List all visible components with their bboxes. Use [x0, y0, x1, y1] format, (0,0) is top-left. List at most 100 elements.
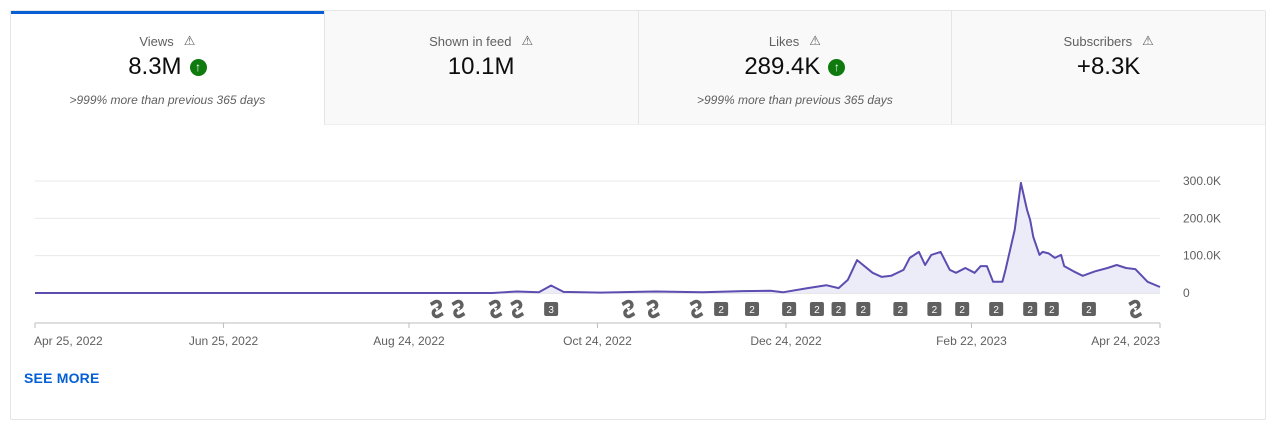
video-count-marker[interactable]: 2 [893, 302, 908, 316]
video-count-marker[interactable]: 2 [1044, 302, 1059, 316]
play-glyph [626, 307, 631, 312]
video-count-marker[interactable]: 2 [856, 302, 871, 316]
tab-value: 10.1M [447, 53, 515, 80]
shorts-glyph [488, 299, 503, 319]
marker-count: 3 [548, 305, 554, 316]
video-count-marker[interactable]: 2 [927, 302, 942, 316]
marker-badge [831, 302, 846, 316]
tab-value: 289.4K [744, 53, 821, 80]
tab-likes[interactable]: Likes ⚠ 289.4K ↑ >999% more than previous … [638, 11, 953, 125]
y-tick-label: 0 [1183, 286, 1190, 300]
shorts-icon[interactable] [509, 299, 526, 319]
marker-badge [856, 302, 871, 316]
marker-badge [1044, 302, 1059, 316]
tab-views[interactable]: Views ⚠ 8.3M ↑ >999% more than previous 36… [11, 11, 325, 125]
marker-count: 2 [814, 305, 820, 316]
play-glyph [651, 307, 655, 312]
marker-badge [893, 302, 908, 316]
tab-comparison: >999% more than previous 365 days [696, 93, 893, 107]
x-tick-label: Feb 22, 2023 [936, 334, 1007, 348]
warning-icon[interactable]: ⚠ [809, 33, 821, 48]
y-tick-label: 300.0K [1183, 174, 1221, 188]
marker-count: 2 [898, 305, 904, 316]
marker-badge [927, 302, 942, 316]
marker-count: 2 [749, 305, 755, 316]
marker-badge [1023, 302, 1038, 316]
marker-badge [714, 302, 729, 316]
x-tick-label: Aug 24, 2022 [373, 334, 445, 348]
shorts-icon[interactable] [645, 299, 662, 319]
shorts-glyph [1128, 299, 1143, 319]
x-tick-label: Oct 24, 2022 [563, 334, 632, 348]
video-count-marker[interactable]: 2 [831, 302, 846, 316]
warning-icon[interactable]: ⚠ [1142, 33, 1154, 48]
marker-count: 2 [959, 305, 965, 316]
video-count-marker[interactable]: 2 [745, 302, 760, 316]
video-count-marker[interactable]: 2 [714, 302, 729, 316]
play-glyph [694, 307, 699, 312]
marker-badge [544, 302, 559, 316]
shorts-icon[interactable] [620, 299, 637, 319]
tab-label: Shown in feed [429, 33, 512, 49]
video-count-marker[interactable]: 2 [1081, 302, 1096, 316]
trend-up-icon: ↑ [189, 58, 207, 76]
shorts-glyph [689, 299, 704, 319]
tab-comparison: >999% more than previous 365 days [69, 93, 266, 107]
play-glyph [493, 307, 498, 312]
marker-badge [745, 302, 760, 316]
shorts-glyph [621, 299, 636, 319]
tab-label: Views [139, 33, 174, 49]
video-count-marker[interactable]: 2 [782, 302, 797, 316]
shorts-icon[interactable] [1127, 299, 1144, 319]
video-count-marker[interactable]: 3 [544, 302, 559, 316]
tab-value: +8.3K [1076, 53, 1141, 80]
marker-count: 2 [1049, 305, 1055, 316]
warning-icon[interactable]: ⚠ [183, 33, 196, 48]
marker-badge [809, 302, 824, 316]
tab-shown-in-feed[interactable]: Shown in feed ⚠ 10.1M [324, 11, 639, 125]
shorts-glyph [429, 299, 444, 319]
shorts-glyph [510, 299, 525, 319]
tab-label: Likes [768, 33, 800, 49]
marker-badge [1081, 302, 1096, 316]
see-more-link[interactable]: SEE MORE [24, 370, 100, 386]
marker-count: 2 [786, 305, 792, 316]
trend-up-icon: ↑ [828, 58, 846, 76]
shorts-icon[interactable] [450, 299, 467, 319]
metric-tabs: Views ⚠ 8.3M ↑ >999% more than previous 36… [11, 11, 1265, 125]
shorts-icon[interactable] [429, 299, 446, 319]
x-tick-label: Apr 24, 2023 [1091, 334, 1160, 348]
play-glyph [1133, 307, 1138, 312]
video-count-marker[interactable]: 2 [955, 302, 970, 316]
tab-label: Subscribers [1063, 33, 1133, 49]
play-glyph [434, 307, 439, 312]
shorts-glyph [646, 299, 661, 319]
marker-badge [782, 302, 797, 316]
shorts-icon[interactable] [688, 299, 705, 319]
y-tick-label: 200.0K [1183, 211, 1221, 225]
tab-value: 8.3M [128, 53, 182, 80]
views-line [35, 181, 1161, 294]
marker-count: 2 [1086, 305, 1092, 316]
x-tick-label: Dec 24, 2022 [750, 334, 822, 348]
play-glyph [456, 307, 461, 312]
analytics-card: Views ⚠ 8.3M ↑ >999% more than previous 36… [10, 10, 1266, 420]
marker-badge [989, 302, 1004, 316]
shorts-glyph [451, 299, 466, 319]
play-glyph [515, 307, 519, 312]
video-count-marker[interactable]: 2 [1023, 302, 1038, 316]
y-tick-label: 100.0K [1183, 249, 1221, 263]
warning-icon[interactable]: ⚠ [521, 33, 534, 48]
video-count-marker[interactable]: 2 [809, 302, 824, 316]
views-area [35, 182, 1160, 293]
marker-count: 2 [836, 305, 842, 316]
marker-count: 2 [932, 305, 938, 316]
marker-count: 2 [718, 305, 724, 316]
x-tick-label: Jun 25, 2022 [189, 334, 259, 348]
shorts-icon[interactable] [487, 299, 504, 319]
video-count-marker[interactable]: 2 [989, 302, 1004, 316]
tab-subscribers[interactable]: Subscribers ⚠ +8.3K [952, 11, 1265, 125]
marker-count: 2 [993, 305, 999, 316]
marker-badge [955, 302, 970, 316]
